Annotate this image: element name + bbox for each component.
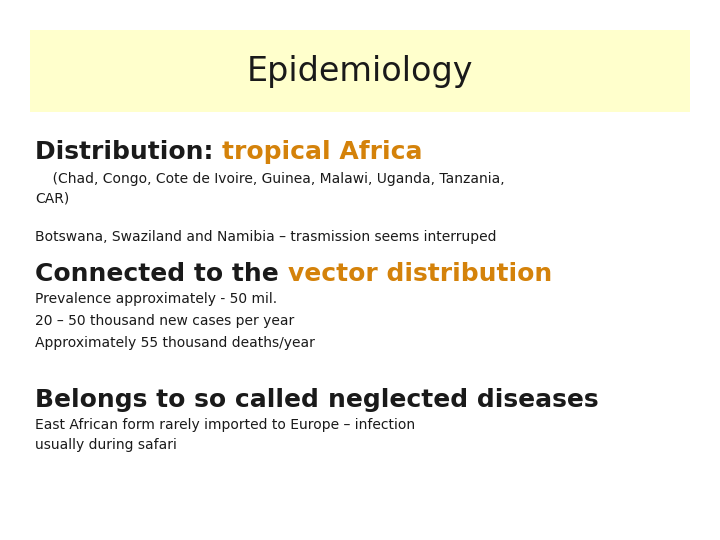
Text: tropical Africa: tropical Africa <box>222 140 423 164</box>
Text: Distribution:: Distribution: <box>35 140 222 164</box>
Bar <box>30 30 690 112</box>
Text: Prevalence approximately - 50 mil.: Prevalence approximately - 50 mil. <box>35 292 277 306</box>
Text: Approximately 55 thousand deaths/year: Approximately 55 thousand deaths/year <box>35 336 315 350</box>
Text: Belongs to so called: Belongs to so called <box>35 388 328 412</box>
Text: neglected diseases: neglected diseases <box>328 388 598 412</box>
Text: East African form rarely imported to Europe – infection
usually during safari: East African form rarely imported to Eur… <box>35 418 415 451</box>
Text: Epidemiology: Epidemiology <box>247 55 473 87</box>
Text: Botswana, Swaziland and Namibia – trasmission seems interruped: Botswana, Swaziland and Namibia – trasmi… <box>35 230 497 244</box>
Text: (Chad, Congo, Cote de Ivoire, Guinea, Malawi, Uganda, Tanzania,
CAR): (Chad, Congo, Cote de Ivoire, Guinea, Ma… <box>35 172 505 206</box>
Text: 20 – 50 thousand new cases per year: 20 – 50 thousand new cases per year <box>35 314 294 328</box>
Text: Connected to the: Connected to the <box>35 262 287 286</box>
Text: vector distribution: vector distribution <box>287 262 552 286</box>
